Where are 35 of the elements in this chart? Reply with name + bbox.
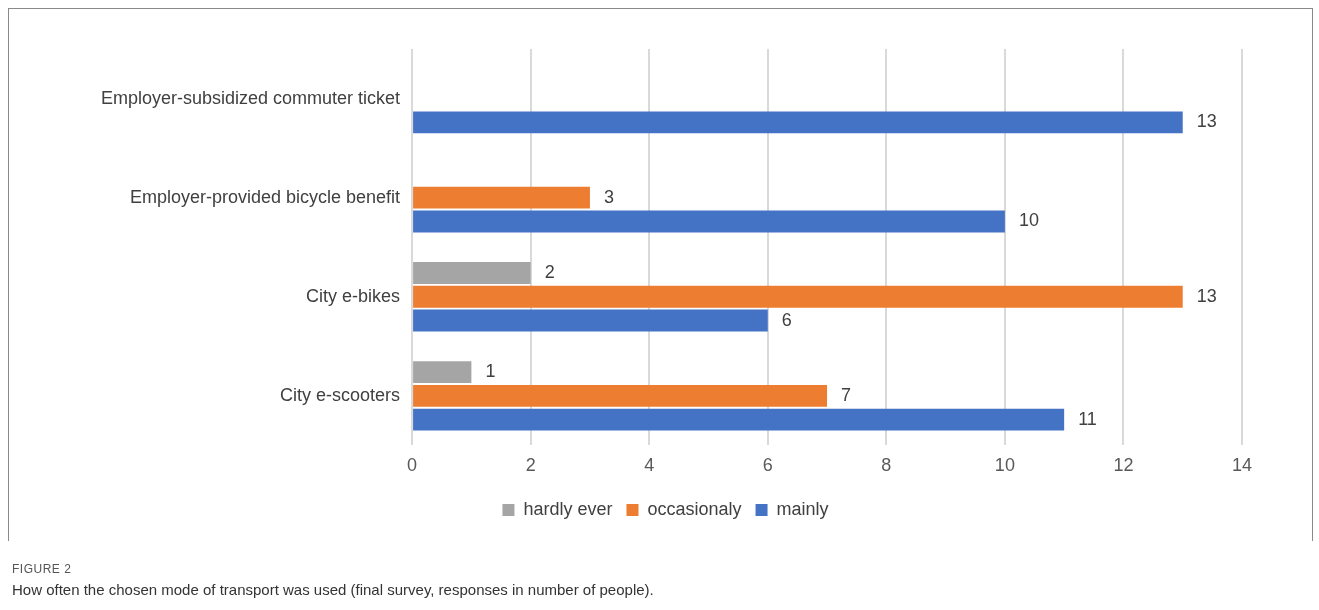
- bar: [413, 361, 472, 384]
- data-label: 13: [1196, 285, 1217, 306]
- legend-label: mainly: [776, 498, 829, 519]
- x-tick-label: 6: [762, 455, 773, 476]
- x-tick-label: 10: [994, 455, 1015, 476]
- data-label: 1: [485, 361, 496, 382]
- bar: [413, 210, 1005, 233]
- y-tick-label: City e-bikes: [306, 285, 401, 306]
- x-tick-label: 12: [1113, 455, 1134, 476]
- data-label: 3: [603, 186, 614, 207]
- x-tick-label: 8: [881, 455, 892, 476]
- y-tick-label: Employer-provided bicycle benefit: [129, 186, 401, 207]
- x-tick-label: 4: [644, 455, 655, 476]
- bar: [413, 408, 1065, 431]
- data-label: 11: [1078, 408, 1097, 429]
- bar: [413, 285, 1183, 308]
- legend-label: occasionaly: [647, 498, 742, 519]
- caption: FIGURE 2: [12, 562, 73, 576]
- x-tick-label: 0: [407, 455, 418, 476]
- bar: [413, 111, 1183, 134]
- bar: [413, 262, 531, 284]
- x-tick-label: 2: [525, 455, 536, 476]
- bar: [413, 384, 828, 407]
- bar: [413, 309, 768, 332]
- data-label: 13: [1196, 111, 1217, 132]
- text: How often the chosen mode of transport was used (final survey, responses in number of people).: [12, 581, 655, 598]
- data-label: 2: [544, 261, 555, 282]
- data-label: 6: [781, 309, 792, 330]
- data-label: 7: [841, 384, 852, 405]
- legend-label: hardly ever: [523, 498, 613, 519]
- bar: [413, 186, 590, 209]
- x-tick-label: 14: [1231, 455, 1253, 476]
- y-tick-label: City e-scooters: [280, 384, 401, 405]
- y-tick-label: Employer-subsidized commuter ticket: [100, 87, 401, 108]
- data-label: 10: [1018, 210, 1039, 231]
